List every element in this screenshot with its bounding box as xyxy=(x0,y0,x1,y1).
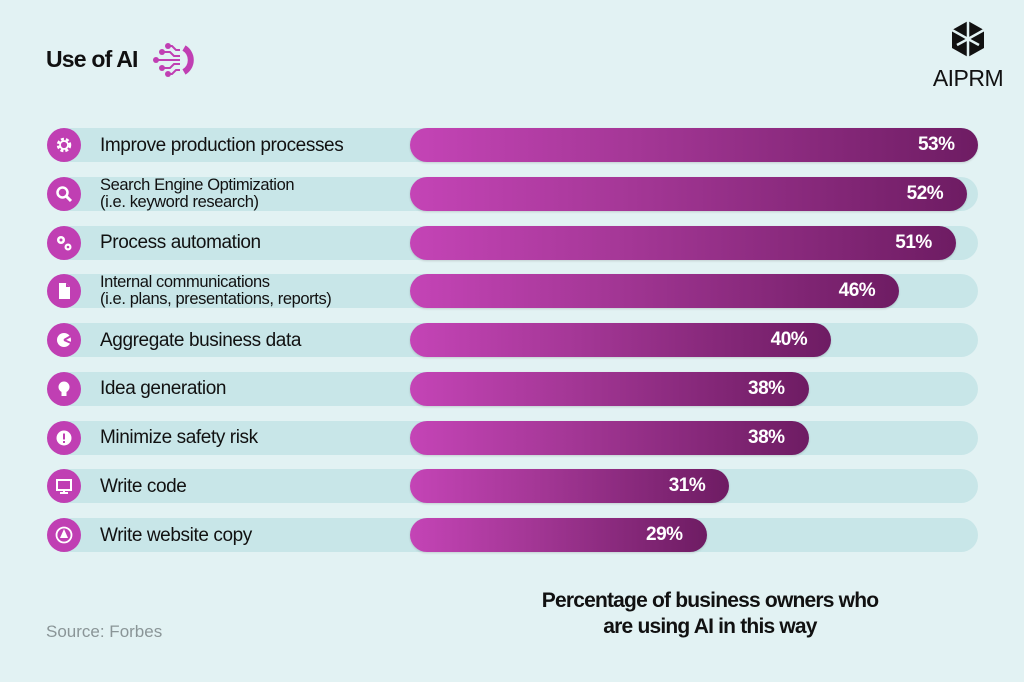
bar: 52% xyxy=(410,176,968,211)
document-icon xyxy=(47,274,81,309)
bar-row: Aggregate business data 40% xyxy=(0,323,1024,357)
category-label: Search Engine Optimization (i.e. keyword … xyxy=(100,175,295,211)
bar-row: Internal communications (i.e. plans, pres… xyxy=(0,273,1024,309)
category-label: Process automation xyxy=(100,226,261,260)
pie-chart-icon xyxy=(47,323,81,357)
caption-line-2: are using AI in this way xyxy=(603,615,817,638)
category-label: Write website copy xyxy=(100,518,252,552)
category-label: Minimize safety risk xyxy=(100,421,258,455)
bar-row: Search Engine Optimization (i.e. keyword … xyxy=(0,175,1024,211)
value-label: 38% xyxy=(748,377,785,399)
monitor-icon xyxy=(47,469,81,504)
brand-logo: AIPRM xyxy=(930,20,1006,92)
category-line-2: (i.e. plans, presentations, reports) xyxy=(100,290,332,309)
category-line-1: Minimize safety risk xyxy=(100,427,258,448)
category-label: Idea generation xyxy=(100,372,226,406)
category-line-1: Idea generation xyxy=(100,378,227,400)
value-label: 51% xyxy=(895,231,932,253)
bar: 38% xyxy=(410,371,809,406)
bar: 29% xyxy=(410,518,707,552)
bar-row: Process automation 51% xyxy=(0,225,1024,260)
category-line-1: Improve production processes xyxy=(100,134,344,156)
value-label: 46% xyxy=(838,280,876,302)
bar-row: Minimize safety risk 38% xyxy=(0,420,1024,455)
category-line-1: Search Engine Optimization xyxy=(100,175,295,194)
category-line-1: Write code xyxy=(100,475,187,497)
gear-icon xyxy=(47,128,81,162)
category-line-1: Write website copy xyxy=(100,524,252,546)
category-line-2: (i.e. keyword research) xyxy=(100,192,259,211)
bar-row: Write code 31% xyxy=(0,469,1024,504)
source-note: Source: Forbes xyxy=(46,622,163,641)
bar: 46% xyxy=(410,274,900,309)
category-label: Internal communications (i.e. plans, pres… xyxy=(100,273,332,309)
value-label: 31% xyxy=(668,475,706,497)
category-label: Aggregate business data xyxy=(100,323,301,357)
category-label: Write code xyxy=(100,469,187,503)
category-label: Improve production processes xyxy=(100,128,344,162)
axis-caption: Percentage of business owners who are us… xyxy=(480,588,940,640)
value-label: 52% xyxy=(906,182,944,204)
warning-icon xyxy=(47,420,81,455)
bar-row: Improve production processes 53% xyxy=(0,128,1024,162)
value-label: 40% xyxy=(770,329,808,350)
bar: 51% xyxy=(410,225,956,260)
pen-nib-icon xyxy=(47,518,81,552)
category-line-1: Internal communications xyxy=(100,273,270,292)
value-label: 53% xyxy=(917,134,955,155)
chart-title: Use of AI xyxy=(46,46,138,72)
category-line-1: Aggregate business data xyxy=(100,329,302,351)
lightbulb-icon xyxy=(47,371,81,406)
gears-icon xyxy=(47,225,81,260)
search-icon xyxy=(47,176,81,211)
caption-line-1: Percentage of business owners who xyxy=(541,589,879,612)
bar: 38% xyxy=(410,420,809,455)
aiprm-logo-icon xyxy=(951,21,985,57)
value-label: 29% xyxy=(646,524,683,545)
bar: 53% xyxy=(410,128,979,162)
bar: 31% xyxy=(410,469,730,504)
bar: 40% xyxy=(410,323,832,357)
ai-circuit-icon xyxy=(153,43,194,77)
category-line-1: Process automation xyxy=(100,232,261,253)
value-label: 38% xyxy=(748,426,785,448)
bar-row: Idea generation 38% xyxy=(0,371,1024,406)
bar-row: Write website copy 29% xyxy=(0,518,1024,552)
brand-name: AIPRM xyxy=(932,65,1004,91)
